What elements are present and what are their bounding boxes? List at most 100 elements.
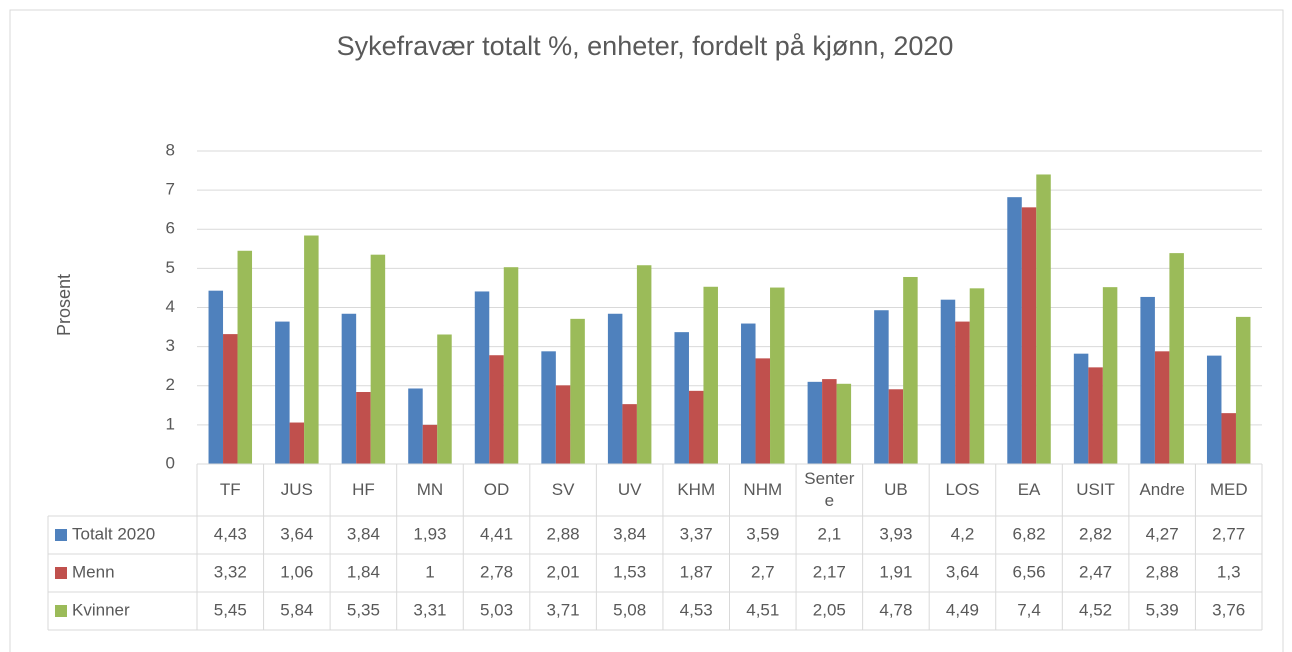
table-cell: 5,84 (280, 600, 313, 619)
table-cell: 2,82 (1079, 524, 1112, 543)
bar (741, 323, 756, 464)
x-tick-label: JUS (280, 480, 313, 499)
x-tick-label: LOS (945, 480, 980, 499)
x-tick-label: MN (416, 480, 444, 499)
bar (622, 404, 637, 464)
table-cell: 5,08 (613, 600, 646, 619)
y-tick-label: 0 (166, 453, 175, 472)
legend-label: Menn (72, 562, 115, 581)
bar (607, 313, 623, 464)
table-cell: 1,84 (347, 562, 380, 581)
bar (674, 332, 689, 464)
x-tick-label-box: MN (416, 480, 444, 499)
table-cell: 4,27 (1146, 524, 1179, 543)
table-cell: 3,84 (347, 524, 380, 543)
bar (703, 286, 718, 464)
bar (836, 383, 852, 464)
x-tick-label: NHM (743, 480, 783, 499)
x-tick-label-box: SV (551, 480, 575, 499)
table-cell: 3,64 (280, 524, 313, 543)
bar (874, 310, 889, 464)
table-cell: 1 (425, 562, 434, 581)
legend-label: Kvinner (72, 600, 130, 619)
bar (223, 334, 238, 464)
x-tick-label: Andre (1139, 480, 1185, 499)
table-cell: 3,37 (680, 524, 713, 543)
x-tick-label: OD (483, 480, 510, 499)
bar (237, 250, 253, 464)
bar (422, 424, 438, 464)
bar (1007, 197, 1022, 465)
y-tick-label: 7 (166, 180, 175, 199)
table-cell: 3,32 (214, 562, 247, 581)
y-tick-label: 4 (166, 297, 175, 316)
table-cell: 6,82 (1012, 524, 1045, 543)
table-cell: 2,17 (813, 562, 846, 581)
table-cell: 1,91 (879, 562, 912, 581)
bar (503, 267, 519, 464)
bar (275, 321, 290, 464)
bar (474, 291, 490, 464)
bar (408, 388, 423, 464)
bar (555, 385, 571, 464)
table-cell: 4,51 (746, 600, 779, 619)
table-cell: 4,41 (480, 524, 513, 543)
table-cell: 6,56 (1012, 562, 1045, 581)
table-cell: 3,59 (746, 524, 779, 543)
x-tick-label-box: LOS (945, 480, 980, 499)
table-cell: 2,88 (1146, 562, 1179, 581)
x-tick-label: SV (551, 480, 575, 499)
table-cell: 1,3 (1217, 562, 1241, 581)
x-tick-label: EA (1017, 480, 1041, 499)
x-tick-label: UV (617, 480, 642, 499)
x-tick-label: TF (219, 480, 241, 499)
chart-title: Sykefravær totalt %, enheter, fordelt på… (337, 31, 954, 61)
y-axis-label: Prosent (54, 274, 74, 336)
x-tick-label-box: UB (884, 480, 908, 499)
bar (356, 392, 371, 464)
bar (208, 290, 224, 464)
table-cell: 5,35 (347, 600, 380, 619)
bar (341, 313, 357, 464)
x-tick-label-box: Andre (1139, 480, 1185, 499)
table-cell: 3,64 (946, 562, 979, 581)
y-tick-label: 5 (166, 258, 175, 277)
table-cell: 2,1 (818, 524, 842, 543)
bar (1140, 296, 1155, 464)
table-cell: 2,05 (813, 600, 846, 619)
x-tick-label-box: JUS (280, 480, 313, 499)
bar (1102, 287, 1118, 464)
table-cell: 7,4 (1017, 600, 1041, 619)
bar (888, 389, 904, 464)
bar (770, 287, 785, 464)
bar (1169, 253, 1184, 464)
bar (636, 265, 652, 464)
table-cell: 4,53 (680, 600, 713, 619)
table-cell: 1,53 (613, 562, 646, 581)
bar (570, 318, 585, 464)
bar (688, 390, 704, 464)
legend-swatch (55, 529, 67, 541)
table-cell: 3,76 (1212, 600, 1245, 619)
legend-swatch (55, 567, 67, 579)
bar (304, 235, 319, 464)
x-tick-label-box: EA (1017, 480, 1041, 499)
table-cell: 4,49 (946, 600, 979, 619)
table-cell: 2,7 (751, 562, 775, 581)
x-tick-label-box: KHM (677, 480, 716, 499)
x-tick-label-box: USIT (1076, 480, 1115, 499)
table-cell: 4,43 (214, 524, 247, 543)
table-cell: 5,39 (1146, 600, 1179, 619)
x-tick-label: HF (352, 480, 375, 499)
bar (940, 299, 956, 464)
bar (1088, 367, 1103, 464)
x-tick-label-box: MED (1210, 480, 1248, 499)
table-cell: 2,78 (480, 562, 513, 581)
table-cell: 3,93 (879, 524, 912, 543)
table-cell: 1,87 (680, 562, 713, 581)
x-tick-label: KHM (677, 480, 716, 499)
y-tick-label: 3 (166, 336, 175, 355)
table-cell: 3,31 (413, 600, 446, 619)
table-cell: 4,52 (1079, 600, 1112, 619)
